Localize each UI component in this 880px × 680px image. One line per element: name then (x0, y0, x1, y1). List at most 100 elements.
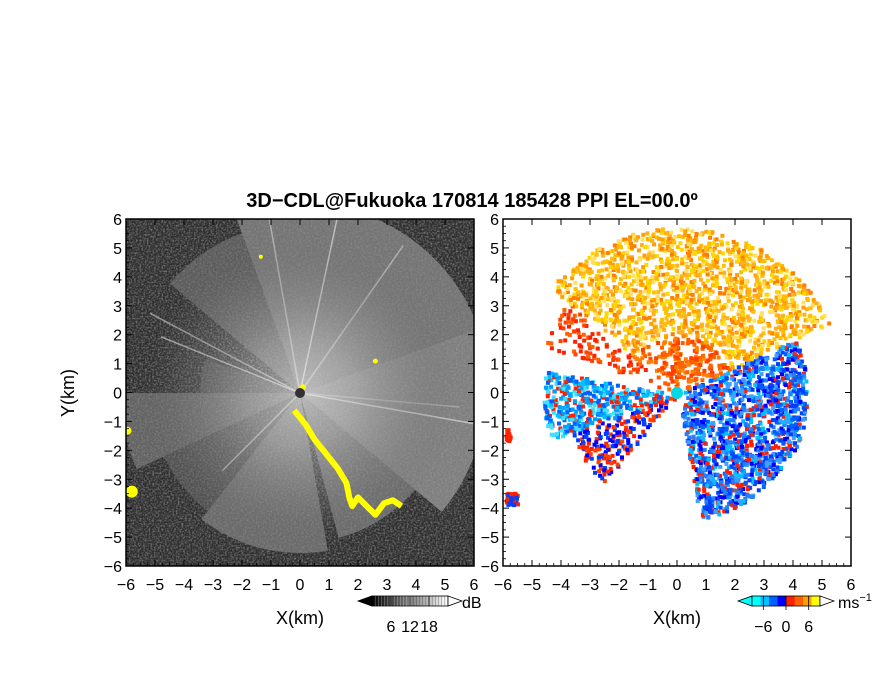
velocity-cell (631, 340, 636, 345)
velocity-cell (760, 454, 765, 459)
velocity-cell (588, 306, 593, 311)
velocity-cell (703, 473, 708, 478)
velocity-cell (771, 425, 776, 430)
velocity-cell (692, 268, 697, 273)
velocity-cell (804, 290, 809, 295)
velocity-cell (759, 248, 764, 253)
velocity-cell (610, 389, 615, 394)
velocity-cell (617, 430, 622, 435)
velocity-cell (675, 293, 680, 298)
velocity-cell (731, 239, 736, 244)
velocity-cell (646, 360, 651, 365)
velocity-cell (597, 386, 602, 391)
velocity-cell (568, 297, 573, 302)
velocity-cell (779, 402, 784, 407)
velocity-cell (600, 317, 605, 322)
velocity-cell (776, 394, 781, 399)
velocity-cell (668, 241, 673, 246)
velocity-cell (654, 356, 659, 361)
velocity-cell (749, 439, 754, 444)
velocity-cell (697, 267, 702, 272)
velocity-cell (734, 330, 739, 335)
velocity-cell (711, 496, 716, 501)
velocity-cell (742, 372, 747, 377)
velocity-cell (624, 240, 629, 245)
velocity-cell (729, 278, 734, 283)
velocity-cell (641, 429, 646, 434)
velocity-cell (701, 407, 706, 412)
velocity-cell (615, 440, 620, 444)
velocity-cell (672, 397, 677, 402)
velocity-cell (641, 394, 646, 398)
velocity-cell (737, 401, 742, 405)
x-tick-label: −5 (523, 577, 541, 594)
velocity-cell (623, 390, 628, 395)
velocity-cell (614, 400, 619, 405)
velocity-cell (574, 426, 579, 431)
velocity-cell (560, 428, 565, 433)
velocity-cell (712, 263, 717, 268)
velocity-cell (613, 302, 617, 306)
velocity-cell (755, 424, 760, 429)
velocity-cell (716, 500, 721, 505)
velocity-cell (582, 356, 587, 361)
x-tick-label: 5 (818, 577, 827, 594)
velocity-cell (717, 449, 722, 454)
velocity-cell (593, 448, 598, 453)
velocity-cell (565, 391, 570, 395)
velocity-cell (708, 330, 713, 335)
velocity-cell (581, 378, 586, 383)
strong-echo-spot (126, 426, 132, 435)
velocity-cell (696, 309, 701, 314)
velocity-cell (597, 280, 602, 285)
velocity-cell (713, 509, 718, 514)
velocity-cell (722, 270, 727, 275)
velocity-cell (783, 407, 788, 412)
velocity-cell (557, 289, 562, 294)
velocity-cell (588, 452, 593, 457)
velocity-cell (670, 332, 675, 337)
velocity-cell (642, 433, 647, 438)
velocity-cell (667, 277, 672, 282)
velocity-cell (740, 255, 745, 260)
velocity-cell (694, 301, 699, 306)
velocity-cell (706, 424, 711, 429)
velocity-cell (774, 391, 779, 396)
velocity-cell (766, 390, 770, 395)
velocity-cell (583, 458, 588, 463)
velocity-cell (730, 331, 735, 336)
velocity-cell (649, 321, 654, 326)
velocity-cell (714, 274, 719, 279)
velocity-cell (733, 471, 738, 476)
velocity-cell (786, 414, 791, 419)
velocity-cell (767, 323, 772, 328)
velocity-cell (727, 418, 732, 423)
velocity-cell (600, 421, 605, 426)
velocity-cell (687, 284, 692, 289)
velocity-cell (785, 398, 789, 403)
velocity-cell (729, 430, 734, 435)
velocity-cell (728, 404, 733, 408)
velocity-cell (580, 398, 585, 403)
velocity-cell (711, 421, 716, 425)
velocity-cell (770, 309, 775, 314)
velocity-cell (739, 299, 743, 304)
velocity-cell (732, 369, 737, 374)
velocity-cell (756, 441, 761, 446)
velocity-cell (594, 304, 599, 309)
velocity-cell (565, 287, 570, 291)
velocity-cell (756, 431, 760, 435)
velocity-cell (603, 276, 608, 281)
velocity-cell (702, 390, 707, 395)
velocity-cell (793, 332, 797, 337)
velocity-cell (705, 272, 710, 277)
velocity-cell (782, 276, 787, 281)
velocity-cell (604, 441, 609, 446)
velocity-cell (609, 461, 614, 466)
velocity-cell (795, 391, 800, 396)
velocity-cell (650, 304, 655, 309)
velocity-cell (737, 343, 742, 348)
velocity-cell (708, 503, 713, 507)
x-tick-label: −2 (610, 577, 628, 594)
velocity-cell (599, 466, 604, 471)
